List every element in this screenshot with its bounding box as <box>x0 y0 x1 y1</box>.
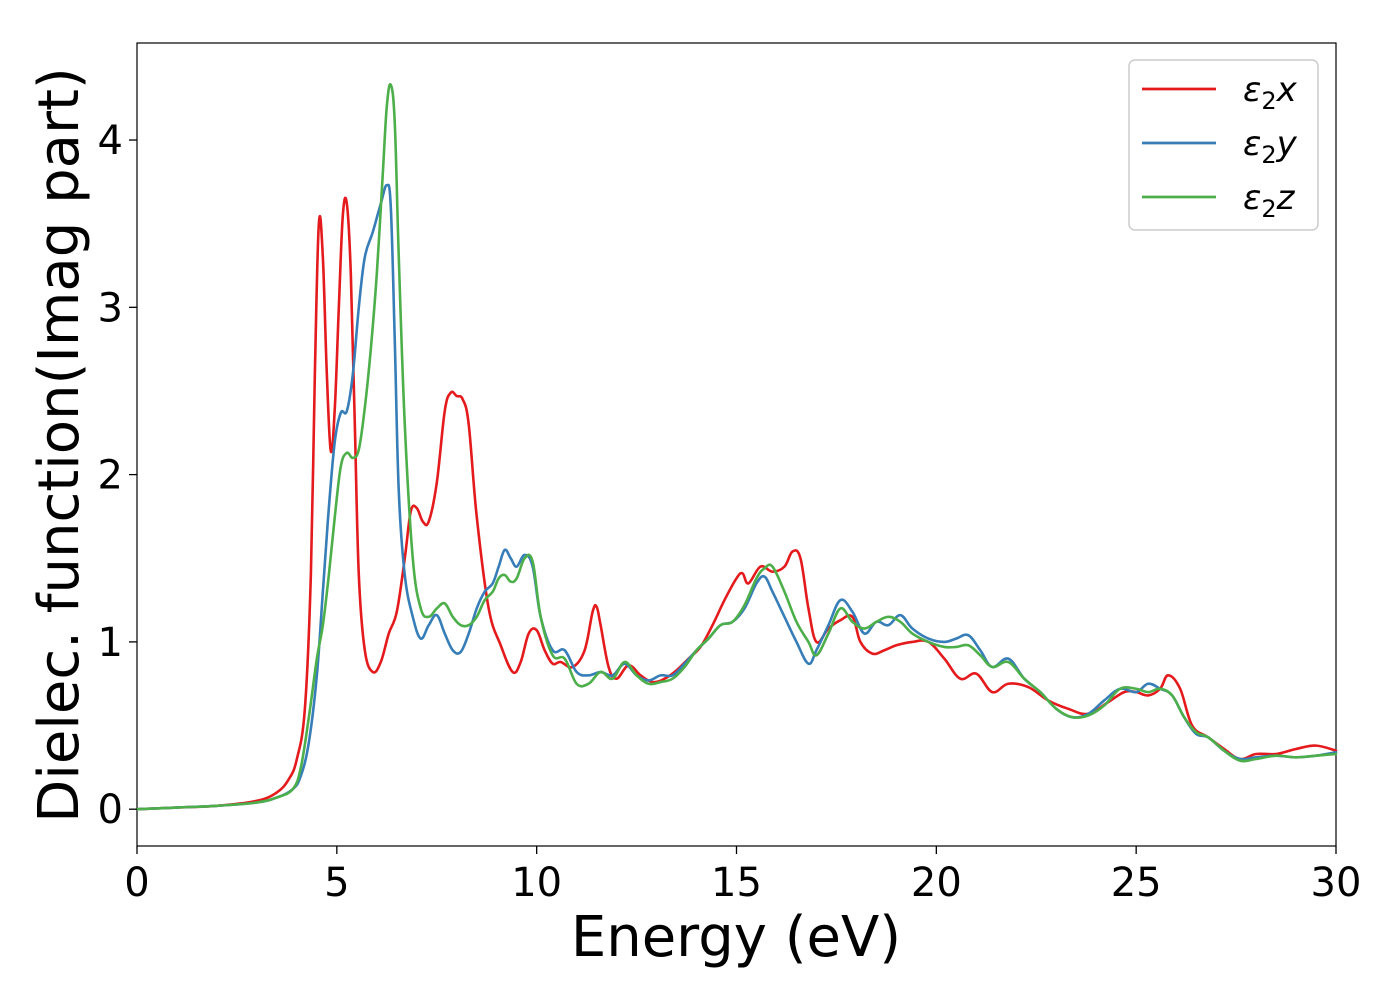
x-tick-label: 5 <box>324 860 349 906</box>
series-layer <box>135 82 1338 811</box>
x-axis-ticks: 0 5 10 15 20 25 30 <box>124 846 1361 906</box>
x-tick-label: 20 <box>911 860 962 906</box>
y-tick-label: 0 <box>98 787 123 833</box>
y-tick-label: 1 <box>98 620 123 666</box>
series-line-x <box>135 196 1338 811</box>
legend-frame <box>1128 59 1319 231</box>
y-axis-ticks: 0 1 2 3 4 <box>98 118 137 833</box>
x-tick-label: 30 <box>1311 860 1362 906</box>
y-tick-label: 4 <box>98 118 123 164</box>
y-tick-label: 3 <box>98 285 123 331</box>
y-axis-label: Dielec. function(Imag part) <box>27 67 92 823</box>
legend: ε2x ε2y ε2z <box>1128 59 1319 231</box>
x-tick-label: 10 <box>511 860 562 906</box>
legend-label-z: ε2z <box>1243 178 1296 223</box>
x-tick-label: 0 <box>124 860 149 906</box>
series-line-z <box>135 82 1338 811</box>
x-tick-label: 25 <box>1111 860 1162 906</box>
y-tick-label: 2 <box>98 453 123 499</box>
legend-label-x: ε2x <box>1243 70 1298 115</box>
x-axis-label: Energy (eV) <box>571 905 901 970</box>
legend-label-y: ε2y <box>1243 124 1298 169</box>
x-tick-label: 15 <box>711 860 762 906</box>
